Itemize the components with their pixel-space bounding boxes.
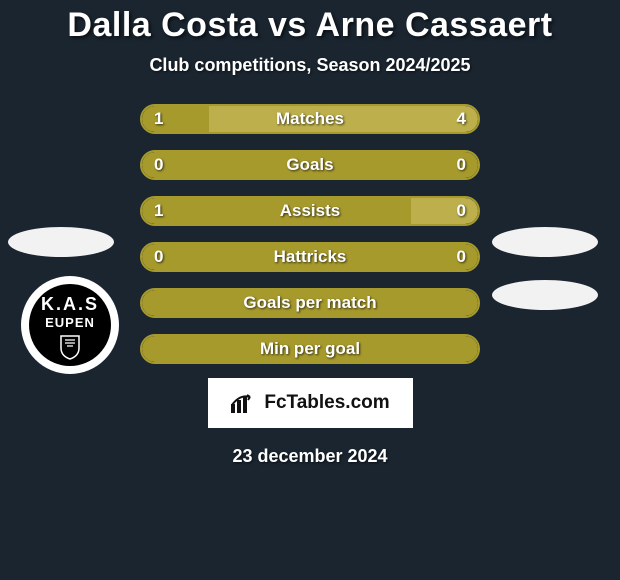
bar-label: Goals per match <box>142 290 478 316</box>
bar-label: Min per goal <box>142 336 478 362</box>
bar-label: Goals <box>142 152 478 178</box>
bar-row: Min per goal <box>140 334 480 364</box>
player-left-placeholder-icon <box>8 227 114 257</box>
bar-row: 10Assists <box>140 196 480 226</box>
fctables-logo-icon <box>230 392 258 414</box>
bar-label: Hattricks <box>142 244 478 270</box>
club-badge-line1: K.A.S <box>41 294 99 315</box>
bar-row: 14Matches <box>140 104 480 134</box>
bar-label: Matches <box>142 106 478 132</box>
comparison-infographic: Dalla Costa vs Arne Cassaert Club compet… <box>0 0 620 580</box>
comparison-bars: 14Matches 00Goals 10Assists 00Hattricks Goal… <box>140 104 480 364</box>
club-badge-line2: EUPEN <box>45 315 95 330</box>
source-badge[interactable]: FcTables.com <box>208 378 413 428</box>
date-label: 23 december 2024 <box>0 446 620 467</box>
bar-row: Goals per match <box>140 288 480 318</box>
source-badge-text: FcTables.com <box>264 392 389 414</box>
club-crest-icon <box>59 334 81 360</box>
bar-row: 00Goals <box>140 150 480 180</box>
bar-row: 00Hattricks <box>140 242 480 272</box>
club-left-badge: K.A.S EUPEN <box>21 276 119 374</box>
page-subtitle: Club competitions, Season 2024/2025 <box>0 55 620 76</box>
content-area: K.A.S EUPEN 14Matches 00Goals 10Assists 00H… <box>0 104 620 467</box>
bar-label: Assists <box>142 198 478 224</box>
club-badge-inner: K.A.S EUPEN <box>29 284 111 366</box>
page-title: Dalla Costa vs Arne Cassaert <box>0 6 620 45</box>
club-right-placeholder-icon <box>492 280 598 310</box>
player-right-placeholder-icon <box>492 227 598 257</box>
